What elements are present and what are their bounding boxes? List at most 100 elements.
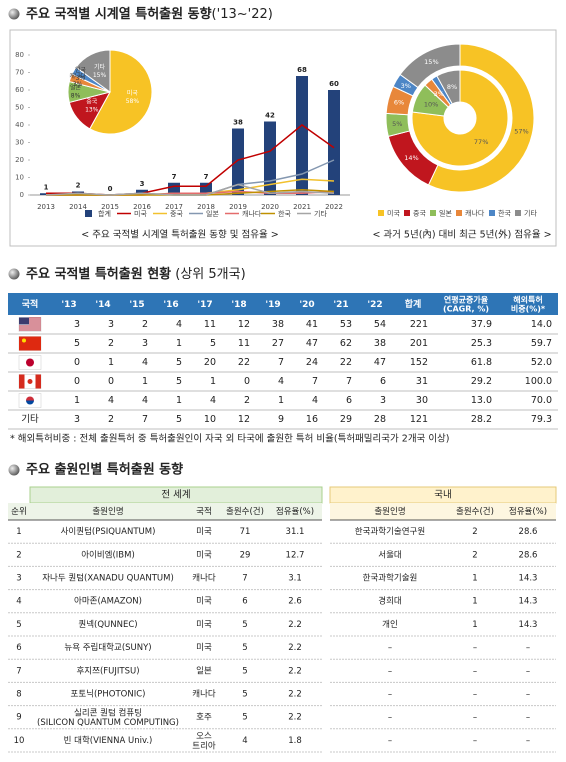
table-cell-line: 트리아 — [192, 740, 216, 751]
table-cell: 59.7 — [531, 338, 552, 349]
section-title-text: 주요 국적별 시계열 특허출원 동향 — [26, 6, 212, 22]
table-cell: 기타 — [21, 414, 39, 425]
table-cell: 캐나다 — [192, 574, 216, 584]
table-cell: 4 — [108, 395, 114, 406]
legend-swatch — [85, 210, 92, 217]
flag-part — [19, 317, 29, 325]
table-cell: 경희대 — [378, 596, 401, 607]
donut-value-label: 3% — [434, 90, 444, 98]
x-tick-label: 2020 — [261, 203, 279, 211]
table-cell: 28.6 — [519, 550, 538, 560]
table-cell: 24 — [306, 357, 318, 368]
table-cell: 14.3 — [519, 597, 538, 607]
flag-part — [19, 323, 41, 325]
data-label: 7 — [172, 173, 177, 181]
donut-value-label: 57% — [514, 128, 528, 136]
table-header: 출원인명 — [374, 506, 405, 517]
section-title: 주요 국적별 시계열 특허출원 동향('13~'22) — [26, 6, 273, 22]
table-cell: 1 — [472, 574, 477, 584]
donut-value-label: 6% — [394, 98, 404, 106]
pie-value-label: 13% — [85, 107, 99, 114]
table-cell: 0 — [108, 376, 114, 387]
y-tick-label: 20 — [15, 156, 24, 164]
table-cell: 2 — [16, 550, 21, 560]
table-cell: – — [526, 736, 530, 746]
table-cell: 2 — [142, 319, 148, 330]
table-cell: 개인 — [382, 619, 398, 630]
chart-caption: < 과거 5년(內) 대비 최근 5년(外) 점유율 > — [372, 229, 551, 241]
legend-label: 합계 — [98, 209, 111, 218]
table-header: 출원인명 — [92, 506, 123, 517]
table-cell: 일본 — [196, 666, 212, 676]
bar — [232, 128, 244, 195]
flag-part — [27, 379, 33, 384]
table-cell: 미국 — [196, 597, 212, 607]
table-cell: 1 — [142, 376, 148, 387]
table-header: 국적 — [196, 506, 212, 517]
table-cell: 2.2 — [288, 666, 302, 676]
table-header-line: '17 — [197, 300, 212, 310]
legend-swatch — [378, 210, 384, 216]
flag-part — [19, 329, 41, 331]
table-cell: 29.2 — [471, 376, 492, 387]
table-cell: 6 — [346, 395, 352, 406]
table-cell: 22 — [340, 357, 352, 368]
bullet-icon — [8, 268, 20, 280]
table-header-line: '20 — [299, 300, 314, 310]
table-cell: – — [526, 666, 530, 676]
table-header-line: '19 — [265, 300, 280, 310]
table-cell: 2.6 — [288, 597, 302, 607]
flag-part — [22, 338, 26, 343]
table-cell: 14.3 — [519, 574, 538, 584]
table-cell: 2 — [244, 395, 250, 406]
table-cell: 4 — [142, 357, 148, 368]
table-header: '17 — [197, 300, 212, 310]
pie-slice — [75, 49, 111, 93]
flag-part — [26, 400, 34, 405]
bar — [296, 76, 308, 195]
table-cell: 5 — [242, 620, 247, 630]
table-header: '22 — [367, 300, 382, 310]
table-header-line: 해외특허 — [513, 294, 542, 304]
table-cell: 7 — [278, 357, 284, 368]
legend-swatch — [489, 210, 495, 216]
table-cell: 14.0 — [531, 319, 552, 330]
donut-value-label: 77% — [474, 138, 488, 146]
table-header: '16 — [163, 300, 178, 310]
table-header-line: '14 — [95, 300, 110, 310]
table-cell: 1 — [176, 338, 182, 349]
table-cell: 61.8 — [471, 357, 492, 368]
table-header: '18 — [231, 300, 246, 310]
table-cell: 3 — [142, 338, 148, 349]
x-tick-label: 2022 — [325, 203, 343, 211]
table-cell: 5 — [176, 376, 182, 387]
table-cell: 0 — [74, 357, 80, 368]
pie-label: 미국 — [127, 89, 139, 97]
table-cell: 0 — [244, 376, 250, 387]
y-tick-label: 50 — [15, 104, 24, 112]
data-label: 38 — [233, 119, 243, 127]
x-tick-label: 2018 — [197, 203, 215, 211]
table-cell: 16 — [306, 414, 318, 425]
table-cell: 54 — [374, 319, 386, 330]
pie-label: 기타 — [94, 63, 106, 71]
bar — [40, 193, 52, 195]
table-header: 순위 — [11, 507, 27, 517]
group-header: 국내 — [434, 490, 451, 501]
legend-swatch — [404, 210, 410, 216]
table-cell: 152 — [410, 357, 428, 368]
legend-label: 일본 — [206, 209, 219, 218]
table-cell: 2 — [472, 527, 477, 537]
table-cell: 47 — [306, 338, 318, 349]
table-cell: 29 — [240, 550, 251, 560]
pie-label: 일본 — [70, 84, 82, 92]
table-cell: 2 — [472, 550, 477, 560]
table-cell: 미국 — [196, 643, 212, 653]
table-cell: 29 — [340, 414, 352, 425]
table-cell: 4 — [210, 395, 216, 406]
table-cell: 71 — [240, 527, 251, 537]
table-cell: 2.2 — [288, 690, 302, 700]
table-cell: 79.3 — [531, 414, 552, 425]
